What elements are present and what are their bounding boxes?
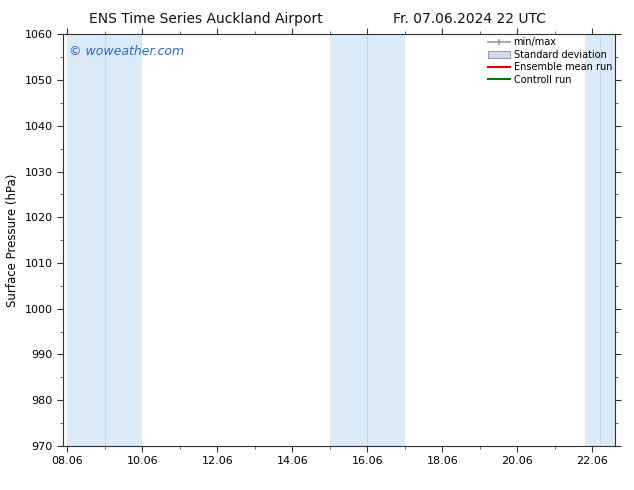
Legend: min/max, Standard deviation, Ensemble mean run, Controll run: min/max, Standard deviation, Ensemble me… <box>488 37 612 84</box>
Text: Fr. 07.06.2024 22 UTC: Fr. 07.06.2024 22 UTC <box>393 12 546 26</box>
Y-axis label: Surface Pressure (hPa): Surface Pressure (hPa) <box>6 173 19 307</box>
Text: © woweather.com: © woweather.com <box>69 45 184 58</box>
Bar <box>330 34 405 446</box>
Bar <box>585 34 615 446</box>
Text: ENS Time Series Auckland Airport: ENS Time Series Auckland Airport <box>89 12 323 26</box>
Bar <box>67 34 142 446</box>
